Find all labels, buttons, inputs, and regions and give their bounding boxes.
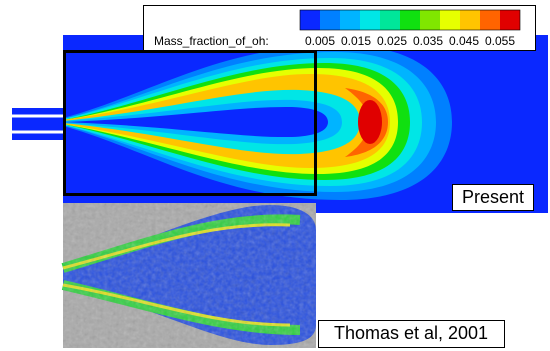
color-swatch — [420, 10, 440, 30]
color-swatch — [440, 10, 460, 30]
color-swatch — [460, 10, 480, 30]
figure: Mass_fraction_of_oh: 0.005 0.015 0.025 0.03… — [0, 0, 550, 351]
color-swatch — [340, 10, 360, 30]
panel-label: Present — [462, 187, 524, 207]
color-swatch — [360, 10, 380, 30]
color-swatch — [320, 10, 340, 30]
legend-label: 0.025 — [377, 34, 407, 48]
color-swatch — [480, 10, 500, 30]
panel-label: Thomas et al, 2001 — [334, 323, 488, 343]
legend-label: 0.045 — [449, 34, 479, 48]
figure-canvas: Mass_fraction_of_oh: 0.005 0.015 0.025 0.03… — [0, 0, 550, 351]
inlet — [12, 108, 63, 140]
legend-label: 0.035 — [413, 34, 443, 48]
color-swatch — [300, 10, 320, 30]
legend-title: Mass_fraction_of_oh: — [154, 34, 269, 48]
color-swatch — [380, 10, 400, 30]
legend-label: 0.015 — [341, 34, 371, 48]
legend-label: 0.005 — [305, 34, 335, 48]
experiment-noise — [63, 203, 316, 348]
color-swatch — [400, 10, 420, 30]
legend-label: 0.055 — [485, 34, 515, 48]
contour-core — [358, 100, 382, 144]
color-swatch — [500, 10, 520, 30]
